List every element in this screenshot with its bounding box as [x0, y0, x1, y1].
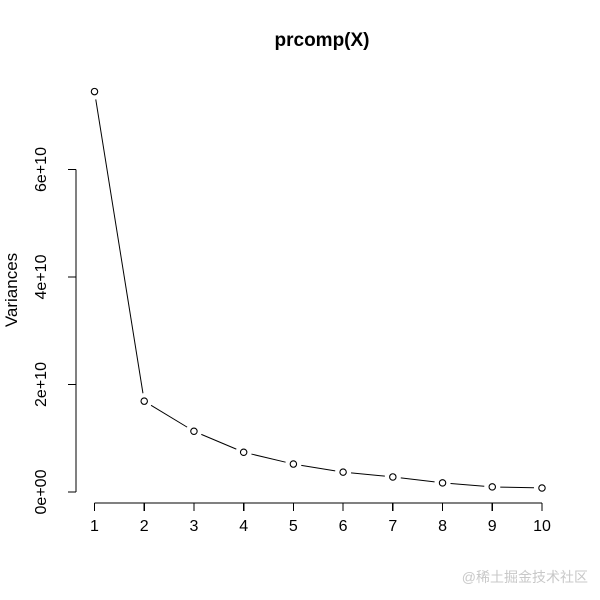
y-tick-label: 6e+10: [33, 147, 50, 192]
data-series: [90, 87, 546, 492]
data-point: [190, 427, 198, 436]
series-segment: [351, 472, 385, 477]
chart-title: prcomp(X): [275, 30, 370, 51]
series-segment: [150, 404, 188, 428]
x-tick-label: 2: [140, 518, 149, 535]
x-tick-label: 10: [533, 518, 551, 535]
data-point: [538, 484, 546, 492]
x-tick-label: 6: [339, 518, 348, 535]
x-axis: 1 2 3 4 5 6 7 8 9 10: [90, 502, 551, 535]
data-point: [488, 483, 497, 491]
series-segment: [95, 99, 144, 394]
data-point: [389, 473, 397, 481]
x-tick-label: 5: [289, 518, 298, 535]
y-tick-label: 0e+00: [33, 469, 50, 514]
x-tick-label: 8: [438, 518, 447, 535]
y-axis-label: Variances: [2, 253, 21, 327]
series-segment: [450, 483, 485, 487]
data-point: [140, 397, 148, 405]
data-point: [438, 479, 447, 487]
data-point: [239, 448, 248, 456]
data-point: [289, 460, 298, 468]
data-point: [339, 468, 347, 476]
x-tick-label: 1: [90, 518, 99, 535]
y-tick-label: 2e+10: [33, 362, 50, 407]
series-segment: [500, 486, 534, 489]
series-segment: [251, 453, 286, 463]
watermark-text: @稀土掘金技术社区: [462, 569, 588, 585]
y-axis: 0e+00 2e+10 4e+10 6e+10: [33, 147, 77, 514]
series-segment: [400, 477, 435, 483]
series-segment: [201, 433, 237, 450]
x-tick-label: 7: [388, 518, 397, 535]
y-tick-label: 4e+10: [33, 254, 50, 299]
x-tick-label: 9: [488, 518, 497, 535]
series-segment: [301, 464, 336, 472]
x-tick-label: 4: [239, 518, 248, 535]
x-tick-label: 3: [189, 518, 198, 535]
data-point: [90, 87, 99, 96]
